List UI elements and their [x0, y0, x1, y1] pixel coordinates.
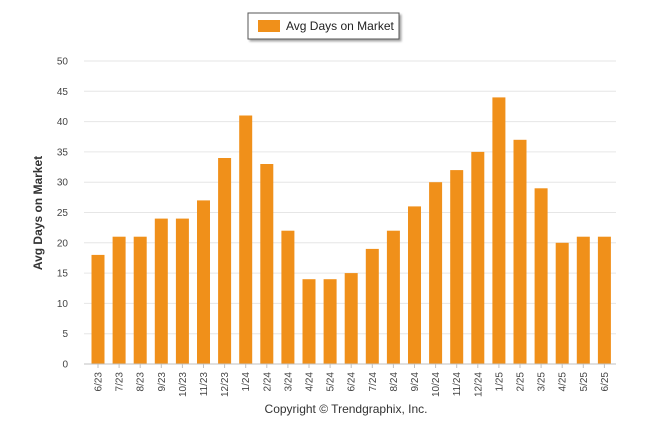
y-axis-ticks: 0 5 10 15 20 25 30 35 40 45 50 [57, 57, 69, 371]
y-axis-title: Avg Days on Market [31, 156, 45, 270]
bar [323, 279, 337, 364]
bar [555, 242, 569, 364]
bar [386, 230, 400, 364]
bar [344, 273, 358, 364]
bars [91, 97, 611, 365]
y-tick-label: 45 [57, 87, 69, 98]
bar [365, 248, 379, 364]
y-tick-label: 35 [57, 147, 69, 158]
x-tick-label: 7/23 [115, 372, 126, 392]
bar [429, 182, 443, 364]
x-tick-label: 9/23 [157, 372, 168, 392]
x-tick-label: 11/23 [199, 372, 210, 397]
x-tick-label: 3/24 [283, 372, 294, 392]
legend-swatch [258, 20, 280, 32]
x-tick-label: 4/25 [558, 372, 569, 392]
bar [197, 200, 210, 364]
bar [513, 139, 527, 364]
bar [471, 151, 485, 364]
y-tick-label: 25 [57, 208, 69, 219]
bar [597, 236, 611, 364]
y-tick-label: 5 [62, 329, 68, 340]
y-tick-label: 15 [57, 269, 69, 280]
x-tick-label: 5/24 [326, 372, 337, 392]
y-tick-label: 10 [57, 299, 69, 310]
bar [534, 188, 548, 364]
x-tick-label: 1/25 [494, 372, 505, 392]
bar [281, 230, 295, 364]
bar [260, 164, 274, 364]
x-tick-label: 11/24 [452, 372, 463, 397]
y-tick-label: 50 [57, 57, 69, 68]
x-tick-label: 12/24 [473, 372, 484, 397]
x-tick-label: 10/23 [178, 372, 189, 397]
y-tick-label: 20 [57, 238, 69, 249]
x-tick-label: 2/24 [262, 372, 273, 392]
bar [408, 206, 421, 364]
bar [450, 170, 464, 364]
bar [302, 279, 316, 364]
x-tick-label: 10/24 [431, 372, 442, 397]
bar [576, 236, 590, 364]
y-tick-label: 0 [62, 360, 68, 371]
bar [154, 218, 168, 364]
gridlines [84, 60, 616, 335]
x-tick-label: 12/23 [220, 372, 231, 397]
x-tick-label: 6/25 [600, 372, 611, 392]
legend-label: Avg Days on Market [286, 19, 394, 33]
x-tick-label: 7/24 [368, 372, 379, 392]
x-axis-ticks: 6/23 7/23 8/23 9/23 10/23 11/23 12/23 1/24 2/24 3… [94, 364, 611, 397]
bar [91, 254, 105, 364]
bar [133, 236, 147, 364]
copyright-text: Copyright © Trendgraphix, Inc. [265, 402, 428, 416]
legend: Avg Days on Market [247, 12, 400, 40]
x-tick-label: 4/24 [305, 372, 316, 392]
x-tick-label: 6/24 [347, 372, 358, 392]
bar [218, 158, 232, 364]
bar [112, 236, 126, 364]
y-tick-label: 40 [57, 117, 69, 128]
x-tick-label: 8/23 [136, 372, 147, 392]
x-tick-label: 3/25 [537, 372, 548, 392]
x-tick-label: 9/24 [410, 372, 421, 392]
bar [239, 115, 253, 364]
x-tick-label: 6/23 [94, 372, 105, 392]
bar [492, 97, 506, 365]
x-tick-label: 8/24 [389, 372, 400, 392]
x-tick-label: 5/25 [579, 372, 590, 392]
x-tick-label: 2/25 [516, 372, 527, 392]
x-tick-label: 1/24 [241, 372, 252, 392]
y-tick-label: 30 [57, 178, 69, 189]
bar [175, 218, 189, 364]
